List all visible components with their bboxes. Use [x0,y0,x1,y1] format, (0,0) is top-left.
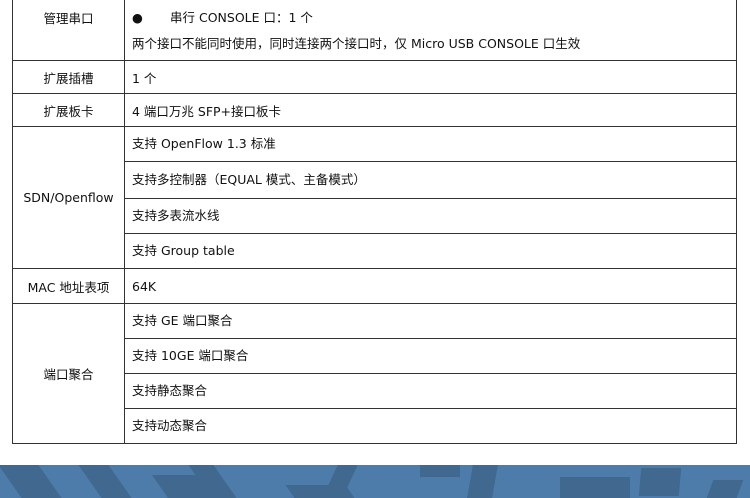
value-line: 支持多表流水线 [125,199,736,234]
row-key: 端口聚合 [12,303,125,444]
value-line: 支持动态聚合 [132,418,208,433]
table-row: 管理串口 ● 串行 CONSOLE 口：1 个 两个接口不能同时使用，同时连接两个… [12,0,737,61]
row-key: 管理串口 [12,0,125,61]
row-key: 扩展板卡 [12,93,125,127]
value-line: 支持 10GE 端口聚合 [125,339,736,374]
row-key: MAC 地址表项 [12,268,125,304]
row-value: 4 端口万兆 SFP+接口板卡 [124,93,737,127]
row-key: 扩展插槽 [12,60,125,94]
table-row: SDN/Openflow 支持 OpenFlow 1.3 标准 支持多控制器（E… [12,126,737,269]
bullet-icon: ● [132,10,143,25]
value-line: 两个接口不能同时使用，同时连接两个接口时，仅 Micro USB CONSOLE… [132,36,581,51]
value-line: 支持 Group table [132,243,235,258]
value-line: 支持多控制器（EQUAL 模式、主备模式） [125,162,736,199]
row-value: 1 个 [124,60,737,94]
row-value: ● 串行 CONSOLE 口：1 个 两个接口不能同时使用，同时连接两个接口时，仅… [124,0,737,61]
table-row: MAC 地址表项 64K [12,268,737,304]
decorative-footer-band [0,465,750,498]
value-line: 支持 OpenFlow 1.3 标准 [125,127,736,162]
row-value: 支持 OpenFlow 1.3 标准 支持多控制器（EQUAL 模式、主备模式）… [124,126,737,269]
value-line: 支持 GE 端口聚合 [125,304,736,339]
row-value: 64K [124,268,737,304]
value-line: 支持静态聚合 [125,374,736,409]
row-key: SDN/Openflow [12,126,125,269]
table-row: 扩展插槽 1 个 [12,60,737,94]
value-line: 串行 CONSOLE 口：1 个 [170,10,313,25]
table-row: 端口聚合 支持 GE 端口聚合 支持 10GE 端口聚合 支持静态聚合 支持动态… [12,303,737,444]
table-row: 扩展板卡 4 端口万兆 SFP+接口板卡 [12,93,737,127]
spec-table: 管理串口 ● 串行 CONSOLE 口：1 个 两个接口不能同时使用，同时连接两个… [12,0,737,444]
row-value: 支持 GE 端口聚合 支持 10GE 端口聚合 支持静态聚合 支持动态聚合 [124,303,737,444]
